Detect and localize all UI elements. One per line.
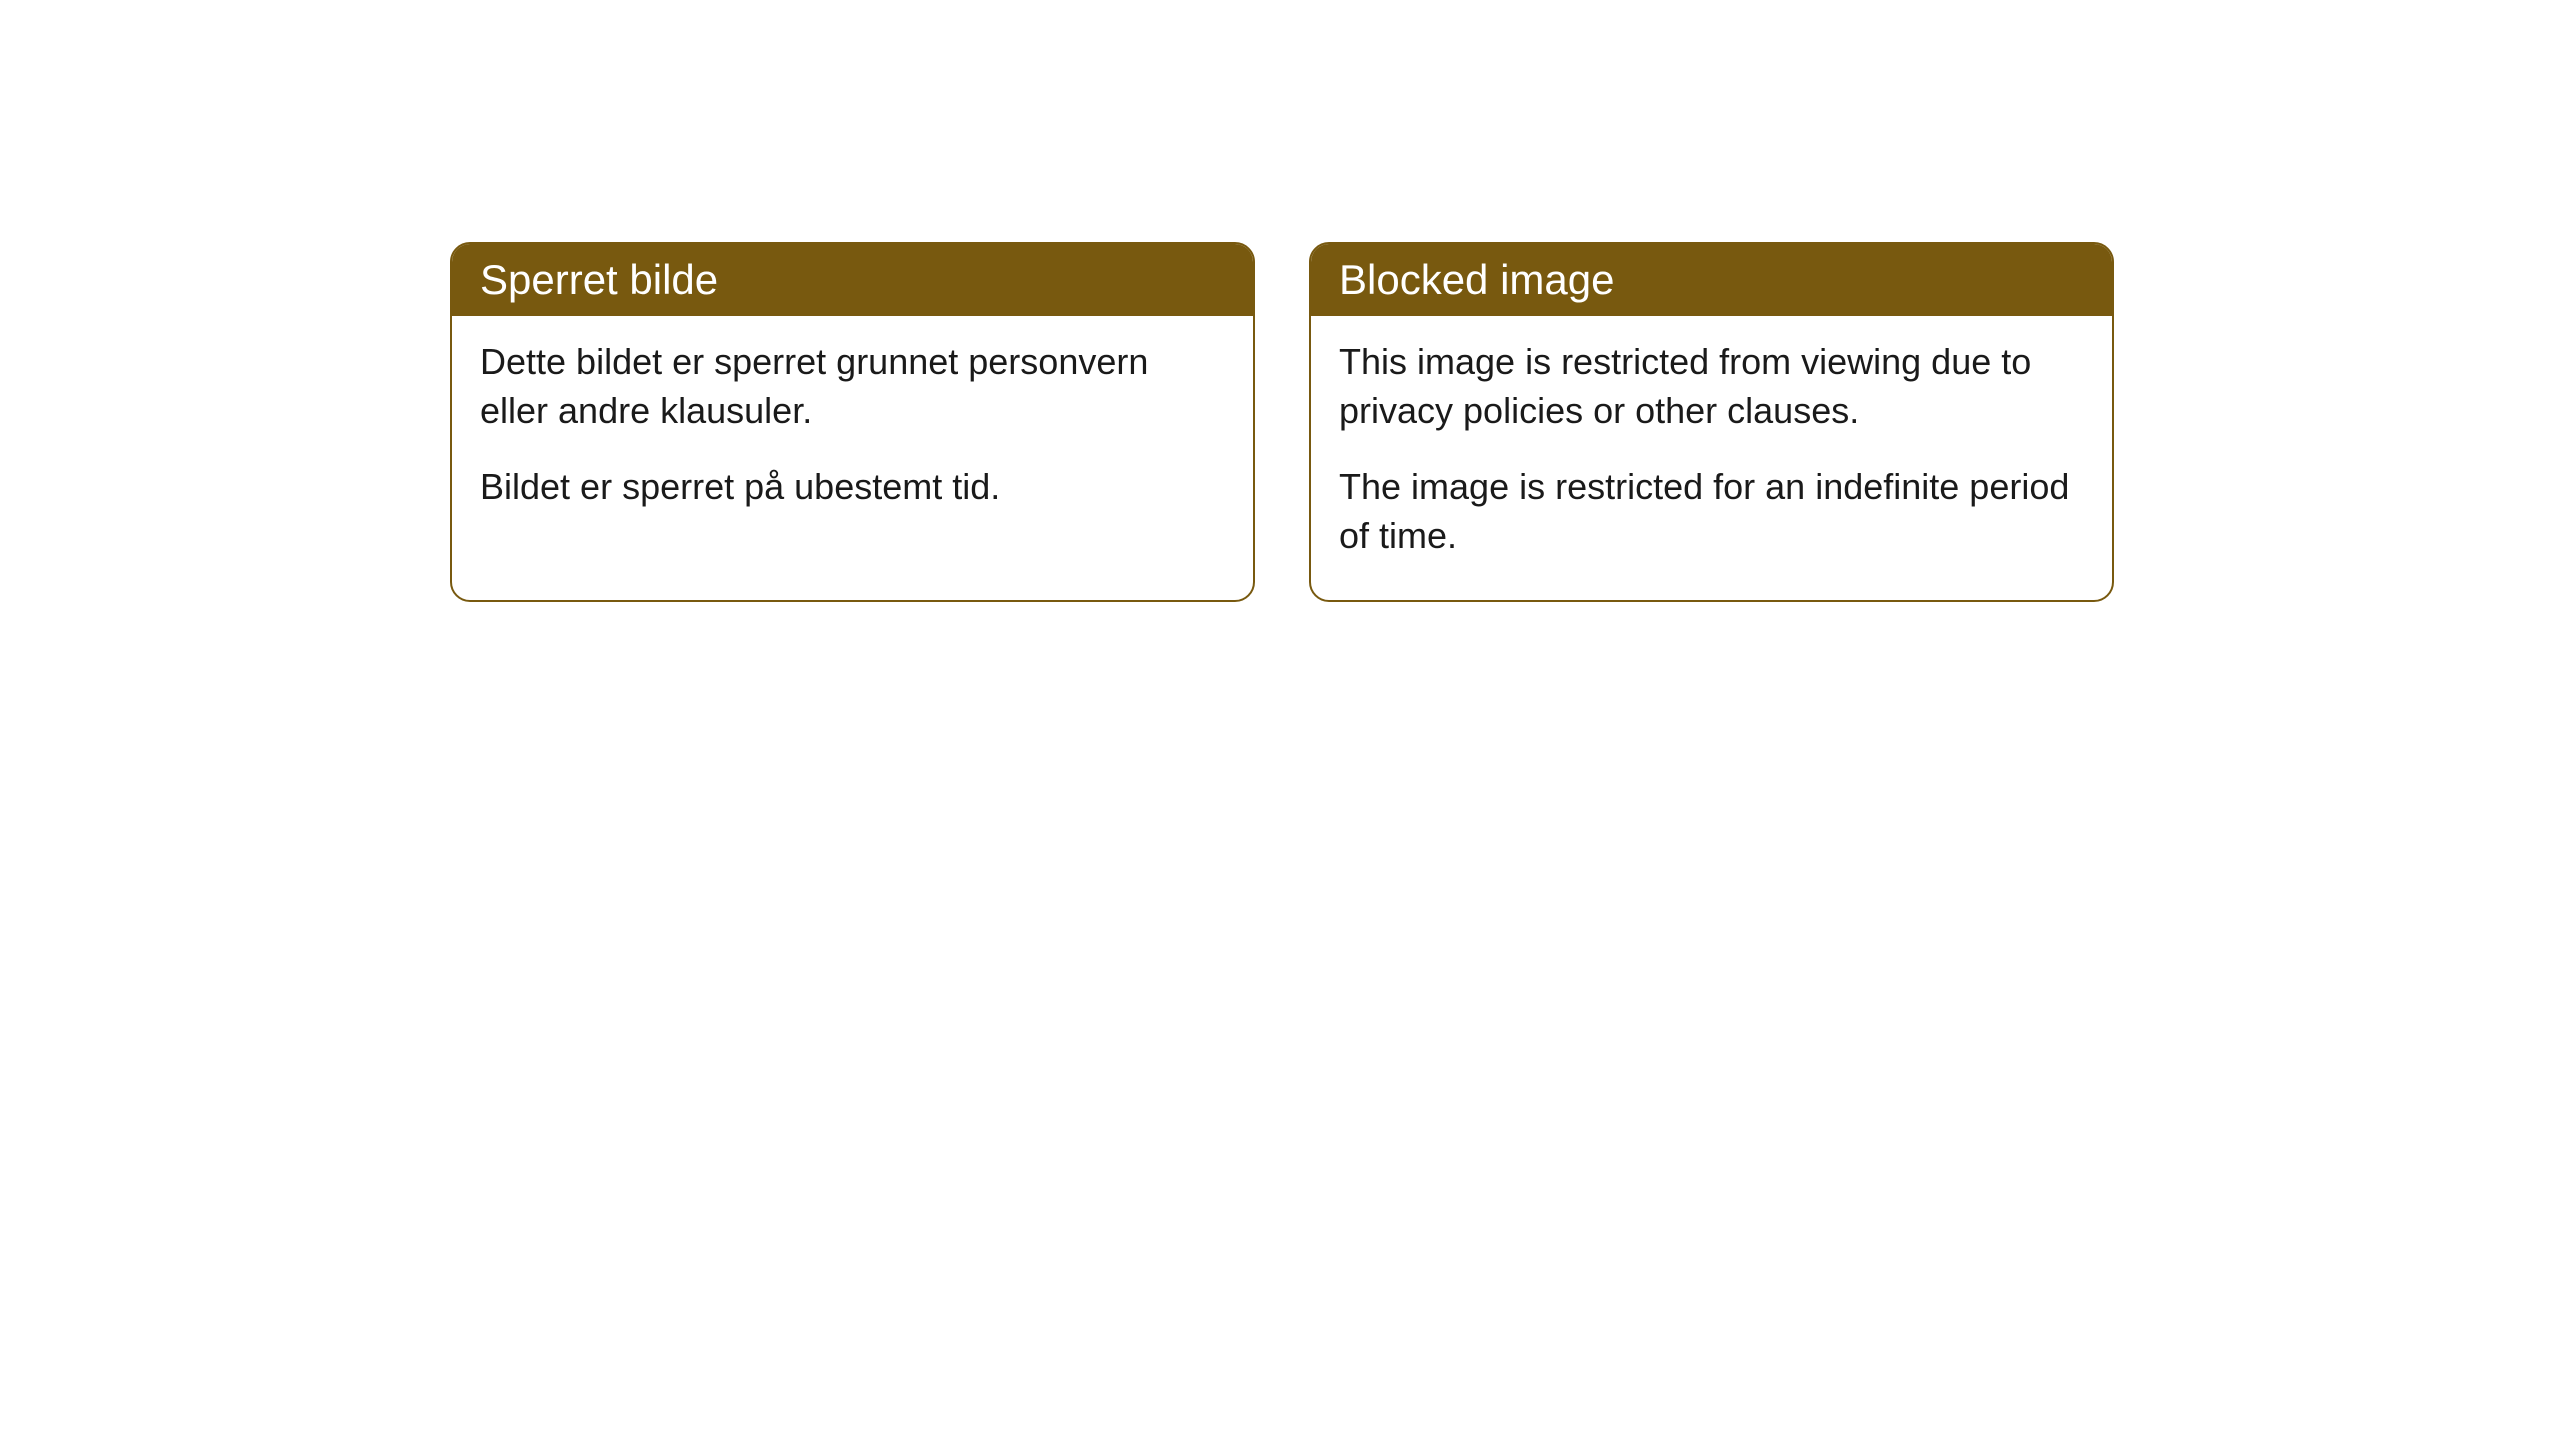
blocked-image-card-english: Blocked image This image is restricted f… — [1309, 242, 2114, 602]
card-paragraph-1-norwegian: Dette bildet er sperret grunnet personve… — [480, 338, 1225, 435]
card-paragraph-1-english: This image is restricted from viewing du… — [1339, 338, 2084, 435]
card-header-norwegian: Sperret bilde — [452, 244, 1253, 316]
card-header-english: Blocked image — [1311, 244, 2112, 316]
blocked-image-card-norwegian: Sperret bilde Dette bildet er sperret gr… — [450, 242, 1255, 602]
cards-container: Sperret bilde Dette bildet er sperret gr… — [0, 0, 2560, 602]
card-paragraph-2-english: The image is restricted for an indefinit… — [1339, 463, 2084, 560]
card-paragraph-2-norwegian: Bildet er sperret på ubestemt tid. — [480, 463, 1225, 512]
card-title-english: Blocked image — [1339, 256, 1614, 303]
card-body-norwegian: Dette bildet er sperret grunnet personve… — [452, 316, 1253, 552]
card-body-english: This image is restricted from viewing du… — [1311, 316, 2112, 600]
card-title-norwegian: Sperret bilde — [480, 256, 718, 303]
